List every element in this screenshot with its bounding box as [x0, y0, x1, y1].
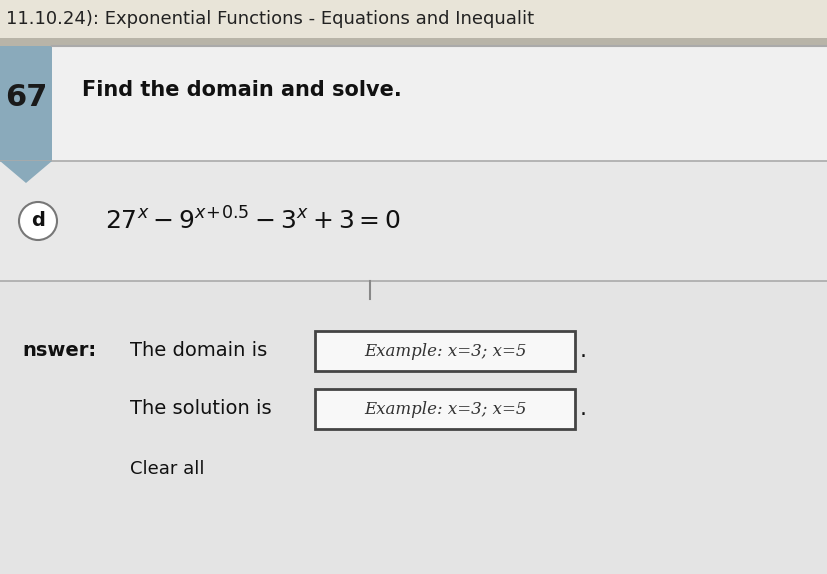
Text: Example: x=3; x=5: Example: x=3; x=5 — [364, 401, 526, 417]
Text: d: d — [31, 211, 45, 231]
Text: The solution is: The solution is — [130, 400, 271, 418]
Text: 67: 67 — [5, 83, 47, 113]
Text: Example: x=3; x=5: Example: x=3; x=5 — [364, 343, 526, 359]
FancyBboxPatch shape — [0, 161, 827, 281]
FancyBboxPatch shape — [0, 46, 52, 161]
Circle shape — [19, 202, 57, 240]
Polygon shape — [0, 161, 52, 183]
Text: Find the domain and solve.: Find the domain and solve. — [82, 80, 402, 100]
FancyBboxPatch shape — [0, 0, 827, 38]
Text: 11.10.24): Exponential Functions - Equations and Inequalit: 11.10.24): Exponential Functions - Equat… — [6, 10, 534, 28]
Text: Clear all: Clear all — [130, 460, 204, 478]
FancyBboxPatch shape — [315, 389, 575, 429]
Text: .: . — [580, 341, 587, 361]
FancyBboxPatch shape — [315, 331, 575, 371]
Text: $27^x - 9^{x\!+\!0.5} - 3^x + 3 = 0$: $27^x - 9^{x\!+\!0.5} - 3^x + 3 = 0$ — [105, 207, 401, 235]
Text: nswer:: nswer: — [22, 342, 96, 360]
FancyBboxPatch shape — [0, 38, 827, 46]
FancyBboxPatch shape — [52, 46, 827, 161]
Text: The domain is: The domain is — [130, 342, 267, 360]
FancyBboxPatch shape — [0, 281, 827, 574]
Text: .: . — [580, 399, 587, 419]
